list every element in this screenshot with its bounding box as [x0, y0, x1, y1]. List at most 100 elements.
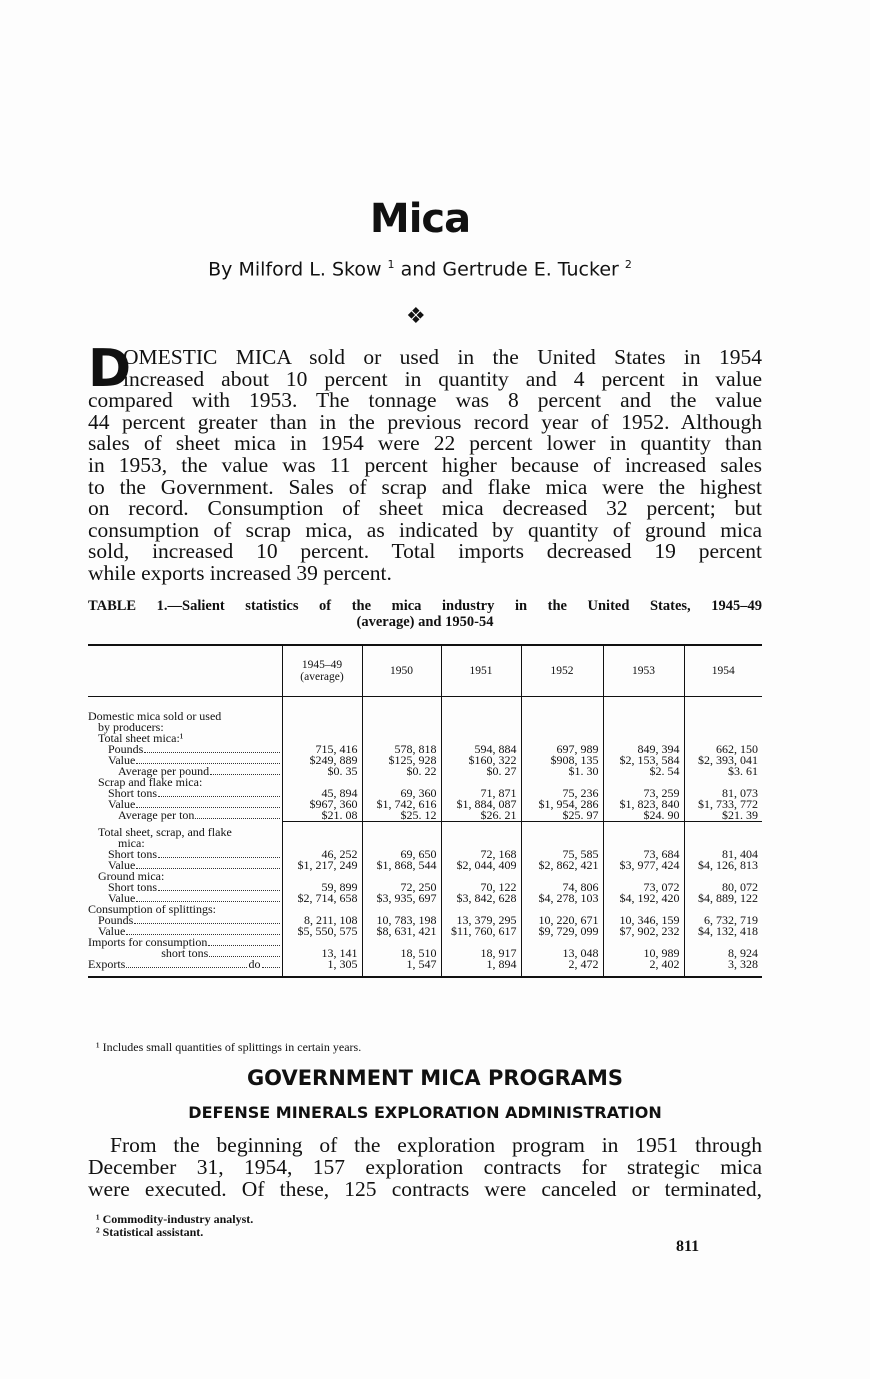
- value-cell: [520, 871, 603, 882]
- value-cell: 8, 211, 108: [281, 914, 362, 926]
- row-label-text: Scrap and flake mica:: [98, 775, 203, 789]
- table-caption-line2: (average) and 1950-54: [356, 614, 494, 630]
- intro-paragraph: OMESTIC MICA sold or used in the United …: [88, 346, 762, 585]
- table-caption-line1: TABLE 1.—Salient statistics of the mica …: [88, 598, 762, 614]
- subsection-heading: DEFENSE MINERALS EXPLORATION ADMINISTRAT…: [188, 1103, 662, 1122]
- value-cell: 73, 072: [602, 881, 684, 893]
- row-label-cell: Total sheet mica:¹: [88, 731, 282, 745]
- row-label-text: Total sheet mica:¹: [98, 731, 184, 745]
- value-cell: 46, 252: [281, 848, 362, 860]
- page-footnotes: ¹ Commodity-industry analyst. ² Statisti…: [96, 1213, 253, 1239]
- intro-line: in 1953, the value was 11 percent higher…: [88, 452, 762, 477]
- value-cell: [440, 871, 521, 882]
- intro-line: 44 percent greater than in the previous …: [88, 409, 762, 434]
- value-cell: $5, 550, 575: [281, 925, 362, 937]
- table-row: Value $2, 714, 658 $3, 935, 697 $3, 842, 62…: [88, 892, 762, 904]
- dot-leader: [134, 923, 280, 924]
- row-label-text: Exports: [88, 957, 126, 971]
- row-label: Scrap and flake mica:: [88, 775, 282, 789]
- row-label-cell: Domestic mica sold or used: [88, 710, 282, 722]
- dot-leader: [126, 967, 247, 968]
- value-cell: 10, 346, 159: [602, 914, 684, 926]
- dot-leader: [126, 934, 280, 935]
- footnote: ¹ Commodity-industry analyst.: [96, 1212, 254, 1226]
- dot-leader: [158, 796, 280, 797]
- value-cell: 70, 122: [440, 881, 521, 893]
- row-label: Value: [88, 754, 282, 766]
- row-label-cell: Value: [88, 892, 282, 904]
- row-label: Total sheet mica:¹: [88, 731, 282, 745]
- spacer-cell: [520, 696, 603, 711]
- body-line: From the beginning of the exploration pr…: [110, 1133, 762, 1157]
- value-cell: [602, 827, 684, 838]
- row-label: Ground mica:: [88, 870, 282, 882]
- value-cell: $1, 884, 087: [440, 798, 521, 810]
- row-label: Value: [88, 925, 282, 937]
- table-row: Total sheet mica:¹: [88, 731, 762, 745]
- row-label-cell: Total sheet, scrap, and flake: [88, 826, 282, 838]
- value-cell: 45, 894: [281, 787, 362, 799]
- value-cell: $3. 61: [683, 765, 762, 777]
- value-cell: $9, 729, 099: [520, 925, 603, 937]
- value-cell: 74, 806: [520, 881, 603, 893]
- value-cell: $7, 902, 232: [602, 925, 684, 937]
- row-label: Imports for consumption: [88, 935, 282, 949]
- row-label: Short tons: [88, 881, 282, 893]
- row-label-text: Value: [108, 858, 136, 872]
- value-cell: [440, 838, 521, 849]
- table-row: Value $1, 217, 249 $1, 868, 544 $2, 044, 40…: [88, 858, 762, 872]
- row-label: Average per pound: [88, 765, 282, 777]
- byline: By Milford L. Skow 1 and Gertrude E. Tuc…: [0, 258, 840, 280]
- value-cell: [520, 904, 603, 915]
- intro-line: while exports increased 39 percent.: [88, 560, 392, 585]
- value-cell: [602, 722, 684, 733]
- spacer-cell: [683, 970, 762, 976]
- row-label-cell: Average per pound: [88, 765, 282, 777]
- value-cell: [440, 722, 521, 733]
- value-cell: [683, 777, 762, 788]
- row-label-cell: by producers:: [88, 720, 282, 734]
- value-cell: [361, 711, 441, 722]
- value-cell: 75, 236: [520, 787, 603, 799]
- row-label: Total sheet, scrap, and flake: [88, 826, 282, 838]
- row-label-cell: Pounds: [88, 914, 282, 926]
- dot-leader: [195, 818, 280, 820]
- value-cell: [520, 711, 603, 722]
- row-label: Consumption of splittings:: [88, 903, 282, 915]
- row-label-text: by producers:: [98, 720, 164, 734]
- table-row: Exports do 1, 305 1, 547 1, 894 2, 472 2, 402 3…: [88, 957, 762, 971]
- value-cell: [281, 838, 362, 849]
- row-label-text: Imports for consumption: [88, 935, 208, 949]
- value-cell: [281, 937, 362, 948]
- value-cell: $1, 868, 544: [361, 859, 441, 871]
- spacer-cell: [520, 970, 603, 976]
- spacer-row: [88, 970, 762, 976]
- dot-leader: [144, 752, 280, 753]
- table-row: Pounds 715, 416 578, 818 594, 884 697, 989 84…: [88, 743, 762, 755]
- value-cell: 849, 394: [602, 743, 684, 755]
- row-label-cell: Short tons: [88, 787, 282, 799]
- spacer-cell: [602, 970, 684, 976]
- table-row: Value $249, 889 $125, 928 $160, 322 $908, 13…: [88, 754, 762, 766]
- column-header-3: 1952: [520, 646, 603, 697]
- footnote-ref-1: 1: [387, 258, 395, 271]
- row-label: Pounds: [88, 743, 282, 755]
- body-line: were executed. Of these, 125 contracts w…: [88, 1177, 762, 1201]
- dot-leader: [208, 945, 280, 946]
- value-cell: $25. 97: [520, 809, 603, 822]
- value-cell: 1, 894: [440, 958, 521, 970]
- value-cell: $26. 21: [440, 809, 521, 822]
- value-cell: 10, 783, 198: [361, 914, 441, 926]
- table-row: Average per pound $0. 35 $0. 22 $0. 27 $1. 3…: [88, 765, 762, 777]
- row-label-cell: Average per ton: [88, 809, 282, 822]
- page-title: Mica: [369, 196, 471, 242]
- spacer-cell: [281, 970, 362, 976]
- value-cell: [440, 733, 521, 744]
- intro-line: compared with 1953. The tonnage was 8 pe…: [88, 388, 762, 413]
- dot-leader: [136, 901, 280, 902]
- footnote-ref-2: 2: [624, 258, 632, 271]
- value-cell: $21. 08: [281, 809, 362, 822]
- row-label-cell: Value: [88, 798, 282, 810]
- value-cell: $3, 977, 424: [602, 859, 684, 871]
- row-label: Short tons: [88, 848, 282, 860]
